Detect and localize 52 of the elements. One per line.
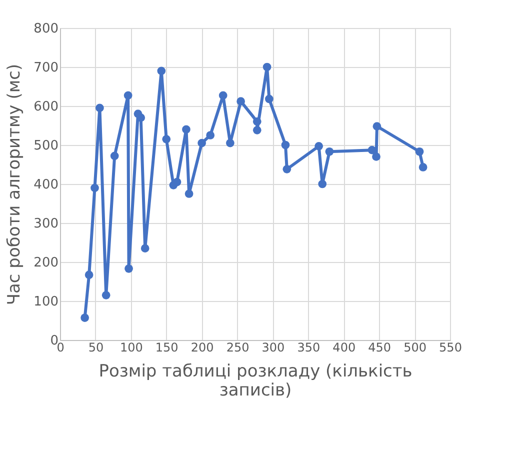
x-tick-label: 350: [297, 340, 320, 354]
point: [418, 163, 428, 172]
x-tick-label: 150: [155, 340, 178, 354]
point: [110, 152, 119, 160]
point: [198, 138, 206, 148]
point: [140, 244, 150, 253]
point: [162, 134, 171, 144]
y-tick-label: 200: [34, 256, 58, 270]
point: [84, 270, 94, 280]
point: [281, 140, 290, 150]
point: [262, 62, 272, 72]
point: [314, 142, 323, 150]
point: [252, 117, 262, 126]
y-tick-label: 700: [34, 60, 58, 76]
y-axis-title: Час роботи алгоритму (мс): [4, 64, 25, 306]
point: [124, 264, 133, 273]
y-tick-label: 400: [34, 178, 58, 192]
point: [102, 290, 110, 300]
point: [218, 91, 228, 100]
point: [90, 184, 99, 192]
point: [372, 152, 380, 161]
point: [96, 104, 104, 112]
y-tick-label: 800: [34, 22, 58, 36]
point: [282, 165, 292, 174]
x-tick-label: 400: [332, 340, 356, 354]
x-tick-label: 200: [190, 340, 214, 354]
point: [157, 66, 166, 76]
x-tick-label: 100: [120, 340, 143, 354]
point: [184, 190, 194, 198]
y-tick-label: 300: [34, 216, 58, 232]
point: [415, 147, 424, 156]
point: [206, 131, 215, 140]
x-tick-label: 500: [404, 340, 426, 354]
y-tick-label: 500: [34, 138, 58, 154]
point: [372, 122, 382, 130]
x-tick-label: 250: [226, 340, 250, 354]
point: [318, 180, 327, 188]
x-tick-label: 300: [262, 340, 285, 354]
point: [182, 125, 190, 134]
x-tick-label: 450: [368, 340, 392, 354]
y-tick-label: 100: [34, 294, 58, 310]
point: [252, 126, 262, 134]
point: [325, 147, 334, 156]
point: [124, 91, 132, 100]
point: [236, 97, 245, 106]
x-axis-title: Розмір таблиці розкладу (кількість записів): [98, 362, 412, 400]
x-tick-label: 50: [88, 340, 104, 354]
point: [265, 94, 274, 104]
x-tick-label: 550: [439, 340, 462, 354]
point: [80, 314, 89, 322]
y-tick-label: 600: [34, 100, 58, 114]
point: [226, 138, 234, 148]
